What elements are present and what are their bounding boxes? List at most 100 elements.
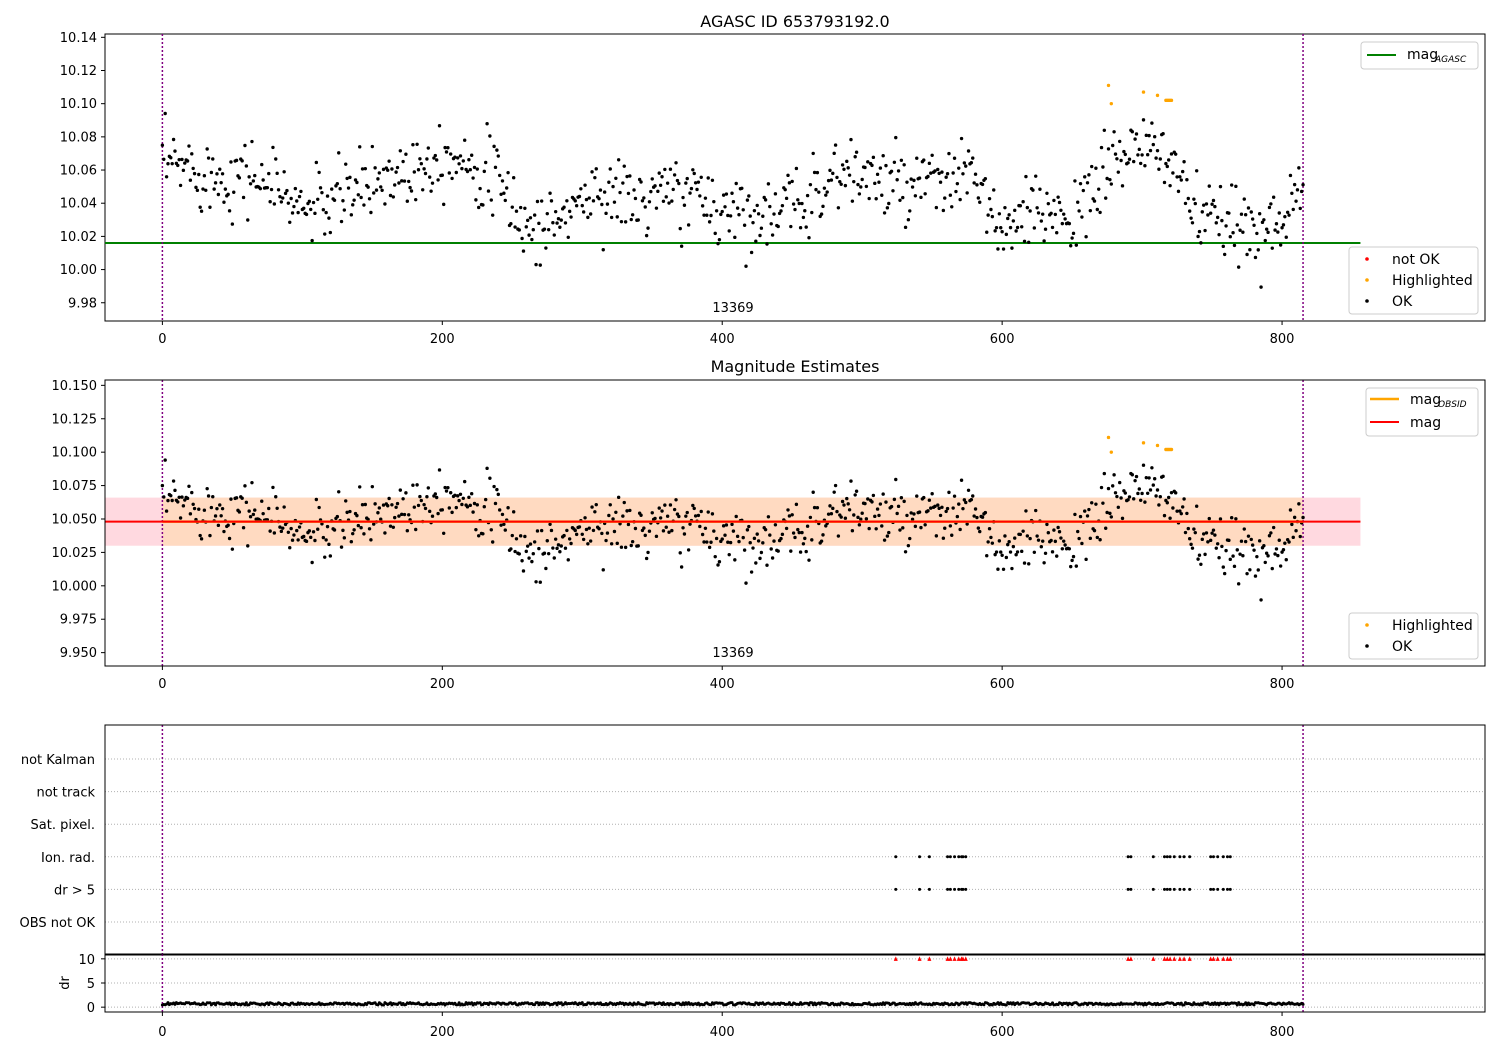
ok-point: [1083, 175, 1087, 179]
ok-point: [532, 540, 537, 544]
ok-point: [985, 230, 989, 234]
ok-point: [1104, 196, 1108, 200]
ok-point: [1053, 539, 1058, 544]
ok-point: [1097, 187, 1101, 191]
ok-point: [271, 145, 275, 150]
ok-point: [241, 195, 246, 200]
ok-point: [1187, 537, 1192, 541]
ok-point: [724, 523, 729, 527]
ok-point: [612, 529, 617, 534]
ok-point: [901, 526, 905, 530]
dr-data: [160, 954, 1305, 1012]
ok-point: [237, 176, 242, 180]
ok-point: [1274, 547, 1279, 551]
ok-point: [686, 223, 691, 227]
mid-ytick-label: 10.025: [52, 546, 98, 561]
ok-point: [205, 486, 209, 491]
flag-point: [1168, 855, 1172, 859]
ok-point: [784, 526, 789, 531]
ok-point: [1092, 528, 1097, 533]
top-xtick-label: 400: [710, 332, 735, 347]
ok-point: [594, 167, 598, 171]
ok-point: [581, 537, 586, 542]
ok-point: [1006, 216, 1010, 221]
ok-point: [1052, 528, 1056, 532]
flag-point: [1211, 855, 1215, 859]
ok-point: [1053, 212, 1058, 217]
ok-point: [993, 229, 997, 233]
ok-point: [723, 533, 727, 537]
ok-point: [514, 209, 519, 213]
flag-point: [1225, 855, 1229, 859]
ok-point: [894, 135, 898, 140]
ok-point: [1204, 202, 1209, 206]
ok-point: [209, 170, 214, 175]
ok-point: [483, 497, 488, 502]
ok-point: [854, 489, 859, 493]
ok-point: [1255, 231, 1259, 236]
ok-point: [1102, 471, 1107, 476]
ok-point: [528, 542, 533, 546]
ok-point: [962, 161, 967, 165]
ok-point: [710, 512, 715, 516]
ok-point: [639, 513, 643, 517]
ok-point: [230, 547, 235, 551]
ok-point: [457, 162, 461, 166]
ok-point: [719, 212, 723, 217]
ok-point: [594, 502, 598, 507]
ok-point: [506, 506, 510, 510]
ok-point: [314, 497, 319, 502]
ok-point: [742, 548, 747, 552]
ok-point: [836, 534, 841, 538]
ok-point: [191, 166, 195, 171]
ok-point: [1027, 562, 1031, 566]
ok-point: [1021, 529, 1025, 533]
ok-point: [1200, 210, 1204, 214]
ok-point: [1271, 195, 1276, 199]
ok-point: [569, 215, 573, 219]
ok-point: [1088, 536, 1093, 541]
ok-point: [205, 147, 209, 151]
ok-point: [574, 204, 579, 208]
ok-point: [1274, 222, 1279, 226]
ok-point: [1158, 157, 1162, 161]
ok-point: [994, 225, 999, 230]
ok-point: [1201, 532, 1206, 536]
ok-point: [1180, 169, 1185, 174]
ok-point: [469, 492, 474, 496]
ok-point: [873, 181, 877, 186]
ok-point: [272, 202, 277, 206]
ok-point: [1145, 491, 1150, 495]
flag-point: [1228, 855, 1232, 859]
ok-point: [971, 156, 975, 160]
ok-point: [908, 536, 912, 541]
ok-point: [685, 510, 689, 515]
ok-point: [1175, 175, 1179, 179]
ok-point: [987, 526, 992, 531]
ok-point: [615, 541, 619, 546]
ok-point: [415, 142, 419, 146]
ok-point: [776, 224, 780, 229]
ok-point: [442, 531, 446, 536]
ok-point: [509, 222, 513, 226]
top-xtick-label: 200: [430, 332, 455, 347]
ok-point: [192, 171, 197, 176]
ok-point: [490, 213, 495, 217]
ok-point: [1087, 507, 1091, 512]
ok-point: [895, 511, 899, 516]
ok-point: [376, 177, 380, 181]
ok-point: [1060, 221, 1065, 226]
ok-point: [476, 534, 481, 538]
ok-point: [1238, 228, 1242, 232]
ok-point: [187, 484, 191, 488]
ok-point: [327, 542, 331, 547]
ok-point: [401, 159, 405, 164]
mag-legend-label: mag: [1410, 415, 1441, 431]
ok-point: [1032, 226, 1037, 230]
ok-point: [693, 514, 698, 518]
ok-point: [679, 244, 684, 248]
ok-point: [745, 198, 750, 202]
top-points-legend: not OK Highlighted OK: [1348, 246, 1479, 315]
ok-point: [1224, 548, 1228, 553]
